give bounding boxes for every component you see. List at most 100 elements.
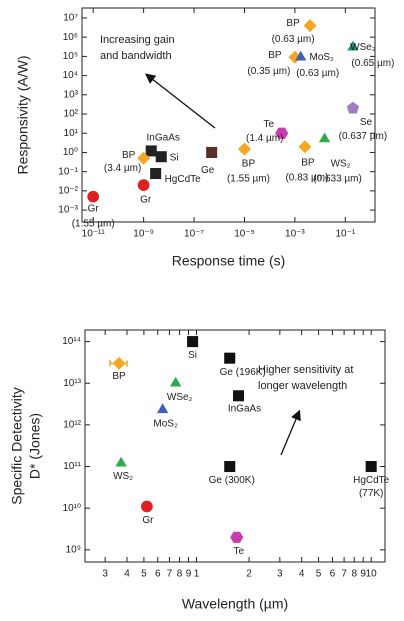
point-label: WSe₂ — [350, 42, 376, 53]
y-tick-label: 10¹¹ — [63, 461, 81, 472]
point-label: Gr — [142, 515, 154, 526]
x-tick-label: 3 — [102, 569, 108, 580]
point-sublabel: (0.65 µm) — [351, 58, 394, 69]
data-point — [346, 101, 360, 114]
point-label: MoS₂ — [309, 52, 334, 63]
point-label: Te — [263, 119, 274, 130]
x-axis-title: Response time (s) — [172, 253, 286, 269]
data-point — [232, 390, 245, 402]
x-tick-label: 1 — [194, 569, 200, 580]
y-axis-title: Specific Detectivity — [9, 387, 25, 504]
plot-frame — [81, 7, 376, 223]
point-label: Ge (196K) — [220, 367, 266, 378]
x-tick-label: 7 — [341, 569, 347, 580]
point-label: BP — [268, 50, 282, 61]
point-sublabel: (0.83 µm) — [285, 172, 328, 183]
point-label: BP — [122, 150, 136, 161]
x-tick-label: 10 — [366, 569, 378, 580]
x-tick-label: 8 — [177, 569, 183, 580]
point-label: WS₂ — [331, 159, 351, 170]
point-label: MoS₂ — [153, 418, 178, 429]
arrow — [144, 73, 216, 129]
data-point — [224, 352, 236, 364]
point-label: BP — [301, 157, 315, 168]
x-tick-label: 8 — [351, 569, 357, 580]
annotation: Increasing gain — [100, 34, 175, 46]
data-point — [115, 456, 127, 467]
annotation: and bandwidth — [100, 50, 172, 62]
data-point — [155, 151, 167, 163]
point-label: InGaAs — [228, 403, 261, 414]
data-point — [137, 151, 151, 165]
point-label: Si — [170, 152, 179, 163]
data-point — [288, 50, 302, 64]
y-tick-label: 10¹³ — [63, 378, 81, 389]
y-tick-label: 10¹⁰ — [63, 503, 81, 514]
point-sublabel: (1.4 µm) — [246, 133, 283, 144]
point-sublabel: (1.55 µm) — [72, 218, 115, 229]
data-point — [365, 461, 377, 473]
y-axis-title: Responsivity (A/W) — [15, 55, 31, 174]
x-tick-label: 4 — [299, 569, 305, 580]
y-tick-label: 10⁵ — [63, 51, 78, 62]
data-point — [170, 376, 182, 387]
data-point — [87, 190, 100, 203]
x-tick-label: 4 — [124, 569, 130, 580]
y-tick-label: 10⁶ — [63, 32, 78, 43]
y-tick-label: 10¹ — [64, 128, 79, 139]
data-point — [137, 179, 150, 191]
data-point — [230, 531, 244, 543]
data-point — [318, 132, 331, 143]
point-label: Te — [233, 546, 244, 557]
x-tick-label: 9 — [360, 569, 366, 580]
point-label: Se — [360, 117, 373, 128]
y-tick-label: 10⁴ — [63, 70, 78, 81]
point-sublabel: (0.63 µm) — [296, 68, 339, 79]
point-label: Gr — [140, 195, 152, 206]
point-label: BP — [242, 159, 256, 170]
point-sublabel: (0.63 µm) — [272, 34, 315, 45]
point-label: WS₂ — [113, 471, 133, 482]
x-tick-label: 6 — [330, 569, 336, 580]
data-point — [150, 168, 162, 180]
x-tick-label: 7 — [167, 569, 173, 580]
y-tick-label: 10⁷ — [63, 13, 78, 24]
point-label: Ge (300K) — [209, 475, 255, 486]
x-tick-label: 3 — [277, 569, 283, 580]
data-point — [206, 146, 218, 158]
arrow — [280, 409, 301, 456]
data-point — [145, 145, 157, 157]
y-tick-label: 10³ — [64, 89, 79, 100]
point-label: BP — [286, 18, 300, 29]
data-point — [275, 127, 289, 139]
x-tick-label: 10⁻⁷ — [184, 229, 204, 240]
x-tick-label: 5 — [141, 569, 147, 580]
point-label: HgCdTe — [353, 475, 390, 486]
point-sublabel: (0.35 µm) — [247, 66, 290, 77]
data-point — [238, 142, 251, 156]
data-point — [141, 500, 153, 513]
y-tick-label: 10⁻¹ — [58, 166, 78, 177]
point-label: InGaAs — [147, 133, 180, 144]
annotation: longer wavelength — [258, 380, 347, 392]
x-tick-label: 2 — [246, 569, 252, 580]
y-tick-label: 10² — [64, 109, 79, 120]
x-tick-label: 10⁻⁹ — [133, 229, 154, 240]
x-tick-label: 10⁻¹ — [335, 229, 355, 240]
data-point — [295, 50, 307, 61]
point-sublabel: (0.637 µm) — [339, 131, 388, 142]
x-tick-label: 9 — [186, 569, 192, 580]
point-label: Gr — [88, 203, 100, 214]
data-point — [298, 140, 312, 154]
y-tick-label: 10⁰ — [63, 147, 78, 158]
y-tick-label: 10⁻³ — [58, 205, 78, 216]
point-sublabel: (3.4 µm) — [104, 163, 141, 174]
x-tick-label: 10⁻¹¹ — [82, 229, 106, 240]
point-sublabel: (0.633 µm) — [313, 174, 362, 185]
y-tick-label: 10¹⁴ — [62, 336, 81, 347]
data-point — [224, 461, 236, 473]
x-tick-label: 5 — [316, 569, 322, 580]
x-tick-label: 10⁻⁵ — [234, 229, 255, 240]
point-label: WSe₂ — [167, 392, 193, 403]
